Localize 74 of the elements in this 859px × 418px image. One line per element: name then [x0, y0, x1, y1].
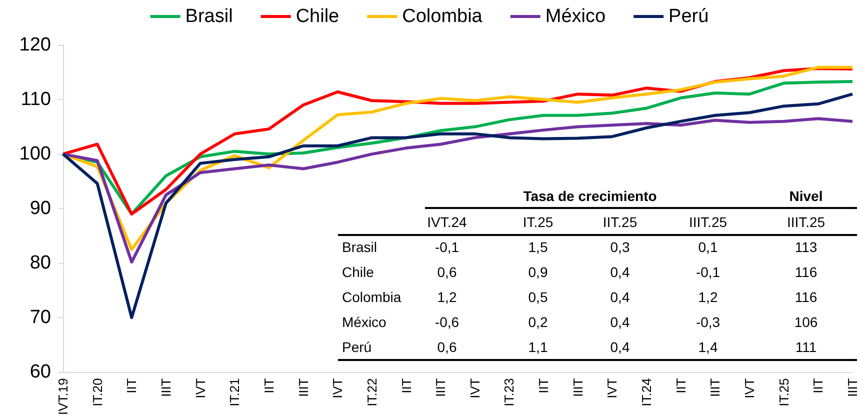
x-tick-label: IIT	[810, 378, 826, 394]
x-tick-label: IT.21	[227, 378, 242, 406]
x-tick-label: IIT	[124, 378, 140, 394]
legend-label: Chile	[296, 6, 340, 27]
x-tick-label: IT.25	[776, 378, 792, 406]
x-tick-label: IIIT	[708, 378, 723, 397]
x-tick-label: IIIT	[433, 378, 448, 397]
x-tick-label: IIT	[261, 378, 276, 394]
y-tick-label: 70	[30, 307, 51, 328]
legend-label: Brasil	[185, 6, 233, 27]
annotation: 0,4	[610, 264, 630, 280]
y-tick-label: 110	[20, 89, 51, 110]
x-tick-label: IIIT	[296, 378, 311, 397]
x-tick-label: IIT	[398, 378, 414, 394]
annotation: 0,4	[610, 314, 630, 330]
x-tick-label: IVT	[467, 378, 482, 398]
y-tick-label: 80	[30, 252, 51, 274]
annotation: -0,6	[434, 314, 460, 330]
x-tick-label: IVT.19	[56, 378, 70, 416]
x-tick-label: IVT	[192, 378, 208, 398]
annotation: 0,2	[528, 314, 548, 330]
annotation: IT.25	[522, 214, 554, 230]
annotation: IIT.25	[602, 214, 638, 230]
y-tick-label: 100	[19, 144, 51, 165]
annotation: Nivel	[789, 188, 823, 204]
x-tick-label: IIIT	[845, 378, 859, 397]
annotation: 1,1	[528, 339, 548, 355]
annotation: Brasil	[342, 239, 378, 255]
legend-label: Colombia	[402, 6, 483, 27]
x-tick-label: IIIT	[570, 378, 586, 397]
annotation: Chile	[342, 264, 374, 280]
annotation: 106	[794, 314, 818, 330]
x-tick-label: IVT	[604, 378, 620, 398]
annotation: 0,9	[528, 264, 548, 280]
x-tick-label: IIT	[536, 378, 552, 394]
annotation: IVT.24	[427, 214, 468, 230]
annotation: 113	[794, 239, 818, 255]
legend-label: México	[545, 6, 606, 27]
y-tick-label: 120	[19, 34, 51, 56]
x-tick-label: IIIT	[158, 378, 174, 397]
x-tick-label: IT.24	[639, 378, 654, 406]
annotation: 1,5	[528, 239, 548, 255]
annotation: Colombia	[342, 289, 402, 305]
annotation: 1,2	[437, 289, 457, 305]
y-tick-label: 60	[30, 362, 51, 383]
annotation: Perú	[342, 339, 372, 355]
annotation: -0,1	[696, 264, 720, 280]
annotation: 0,4	[610, 289, 630, 305]
x-tick-label: IIT	[673, 378, 688, 394]
annotation: 111	[795, 339, 817, 355]
annotation: 0,6	[437, 339, 457, 355]
annotation: 0,4	[610, 339, 630, 355]
annotation: 0,3	[610, 239, 630, 255]
annotation: 1,4	[698, 339, 718, 355]
legend-label: Perú	[668, 6, 709, 27]
x-tick-label: IT.20	[90, 378, 105, 406]
annotation: México	[342, 314, 387, 330]
annotation: -0,1	[434, 239, 460, 255]
line-series	[62, 117, 854, 264]
annotation: Tasa de crecimiento	[523, 188, 657, 204]
annotation: 0,5	[528, 289, 548, 305]
annotation: 1,2	[698, 289, 718, 305]
annotation: -0,3	[696, 314, 720, 330]
y-tick-label: 90	[30, 198, 51, 220]
annotation: 0,6	[437, 264, 457, 280]
annotation: IIIT.25	[688, 214, 728, 230]
x-tick-label: IVT	[742, 378, 758, 398]
annotation: 116	[794, 264, 818, 280]
x-tick-label: IVT	[330, 378, 346, 398]
annotation: 116	[794, 289, 818, 305]
annotation: IIIT.25	[786, 214, 826, 230]
x-tick-label: IT.22	[364, 378, 380, 406]
x-tick-label: IT.23	[502, 378, 517, 406]
annotation: 0,1	[698, 239, 718, 255]
